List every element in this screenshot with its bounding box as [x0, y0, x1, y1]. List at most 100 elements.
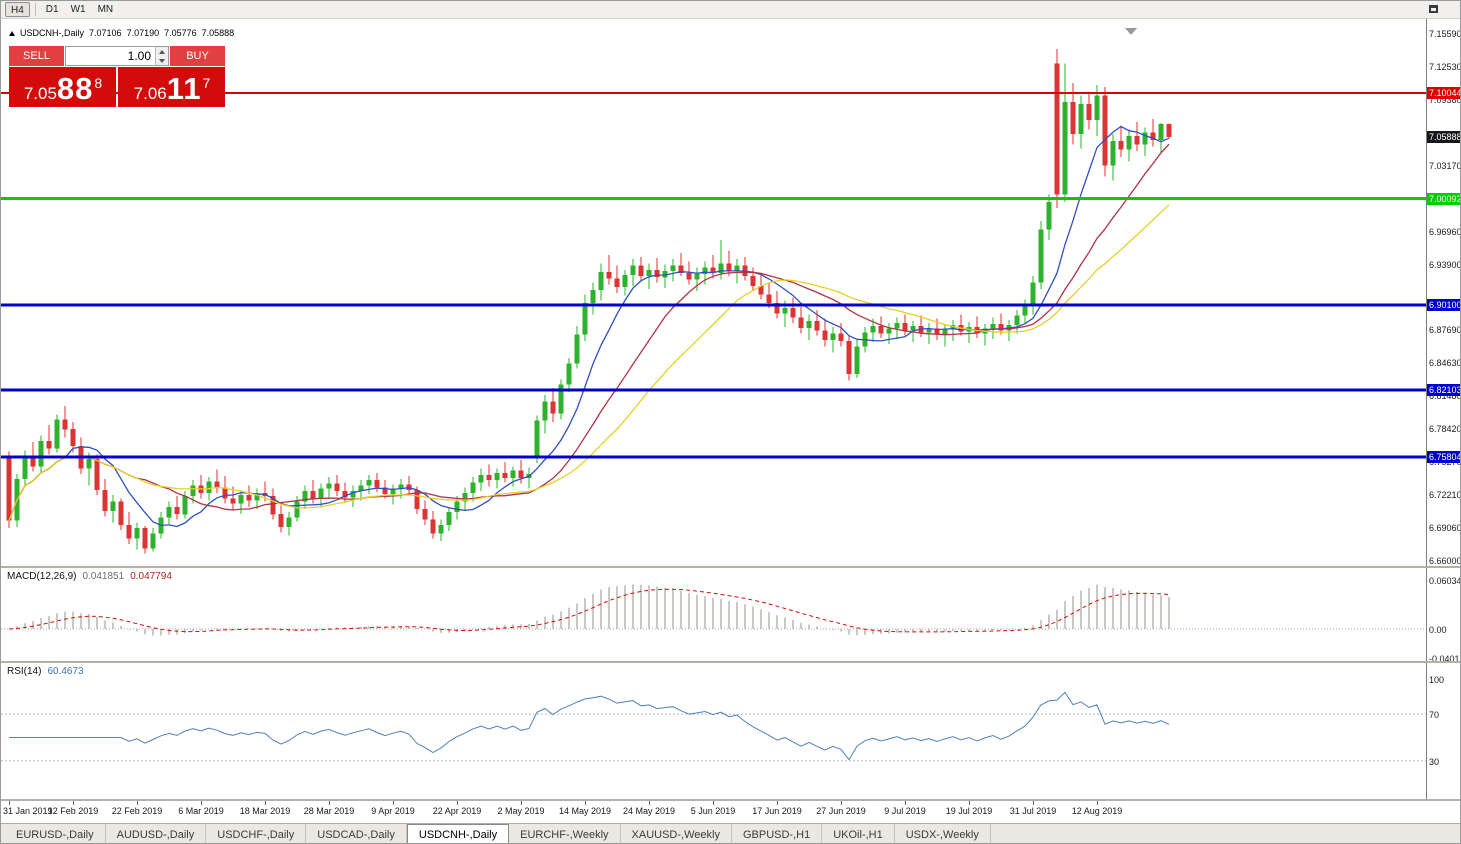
- macd-name: MACD(12,26,9): [7, 571, 77, 582]
- bid-point: 8: [94, 75, 103, 91]
- macd-axis-label: -0.040136: [1429, 654, 1460, 664]
- time-tick: [265, 801, 266, 805]
- timeframe-toolbar: H4 D1 W1 MN: [1, 1, 1460, 19]
- price-axis-label: 6.72210: [1429, 490, 1461, 500]
- bid-base: 7.05: [23, 84, 57, 103]
- macd-chart: [1, 584, 1426, 636]
- time-axis-label: 9 Apr 2019: [371, 806, 415, 816]
- time-tick: [777, 801, 778, 805]
- time-axis-label: 6 Mar 2019: [178, 806, 224, 816]
- tab-usdchf-daily[interactable]: USDCHF-,Daily: [206, 824, 307, 843]
- time-tick: [457, 801, 458, 805]
- tab-usdcad-daily[interactable]: USDCAD-,Daily: [306, 824, 407, 843]
- arrow-up-icon: [159, 49, 165, 54]
- time-tick: [713, 801, 714, 805]
- panel-separator[interactable]: [1, 566, 1460, 568]
- time-axis-label: 9 Jul 2019: [884, 806, 926, 816]
- time-tick: [969, 801, 970, 805]
- hline-price-badge: 7.10044: [1427, 87, 1461, 99]
- time-tick: [393, 801, 394, 805]
- bid-pips: 88: [56, 71, 94, 106]
- one-click-trading-panel: SELL 1.00 BUY 7.05 88 8 7.06 11 7: [9, 46, 225, 107]
- time-axis-label: 2 May 2019: [497, 806, 545, 816]
- tab-xauusd-weekly[interactable]: XAUUSD-,Weekly: [621, 824, 732, 843]
- macd-axis-label: 0.00: [1429, 625, 1447, 635]
- rsi-panel[interactable]: RSI(14) 60.4673: [1, 663, 1426, 799]
- time-axis-label: 31 Jan 2019: [3, 806, 53, 816]
- symbol-arrow-icon: [9, 30, 15, 36]
- price-axis-label: 6.69060: [1429, 523, 1461, 533]
- rsi-value: 60.4673: [47, 666, 84, 677]
- restore-window-icon[interactable]: [1429, 5, 1438, 13]
- price-axis-label: 6.78420: [1429, 424, 1461, 434]
- timeframe-button-H4[interactable]: H4: [5, 2, 30, 17]
- volume-field[interactable]: 1.00: [65, 46, 169, 66]
- tab-eurchf-weekly[interactable]: EURCHF-,Weekly: [509, 824, 621, 843]
- hline-price-badge: 6.90100: [1427, 299, 1461, 311]
- price-axis-label: 6.84630: [1429, 358, 1461, 368]
- time-axis-label: 28 Mar 2019: [303, 806, 355, 816]
- tab-gbpusd-h1[interactable]: GBPUSD-,H1: [732, 824, 823, 843]
- rsi-chart: [1, 691, 1426, 762]
- tab-audusd-daily[interactable]: AUDUSD-,Daily: [106, 824, 207, 843]
- time-tick: [73, 801, 74, 805]
- hline-price-badge: 6.82103: [1427, 384, 1461, 396]
- price-axis-label: 7.03170: [1429, 161, 1461, 171]
- price-axis-label: 7.12530: [1429, 62, 1461, 72]
- current-price-badge: 7.05888: [1427, 131, 1461, 143]
- time-tick: [9, 801, 10, 805]
- ohlc-high: 7.07190: [126, 28, 160, 38]
- time-tick: [1033, 801, 1034, 805]
- time-axis-label: 19 Jul 2019: [945, 806, 993, 816]
- price-axis-label: 6.66000: [1429, 556, 1461, 566]
- rsi-line: [9, 691, 1170, 761]
- time-axis-label: 12 Aug 2019: [1071, 806, 1123, 816]
- tab-eurusd-daily[interactable]: EURUSD-,Daily: [5, 824, 106, 843]
- tab-usdx-weekly[interactable]: USDX-,Weekly: [895, 824, 991, 843]
- macd-panel[interactable]: MACD(12,26,9) 0.041851 0.047794: [1, 568, 1426, 661]
- time-axis-label: 24 May 2019: [622, 806, 676, 816]
- volume-value: 1.00: [127, 49, 151, 63]
- macd-signal-value: 0.047794: [130, 571, 172, 582]
- time-tick: [137, 801, 138, 805]
- candlestick-chart: [1, 28, 1426, 554]
- hline-price-badge: 6.75804: [1427, 451, 1461, 463]
- panel-separator[interactable]: [1, 661, 1460, 663]
- time-axis-label: 22 Feb 2019: [111, 806, 163, 816]
- arrow-down-icon: [159, 58, 165, 63]
- ma-slow-line: [8, 204, 1170, 521]
- rsi-label: RSI(14) 60.4673: [7, 666, 84, 677]
- timeframe-button-W1[interactable]: W1: [70, 4, 86, 15]
- macd-label: MACD(12,26,9) 0.041851 0.047794: [7, 571, 172, 582]
- tab-ukoil-h1[interactable]: UKOil-,H1: [822, 824, 895, 843]
- timeframe-button-MN[interactable]: MN: [97, 4, 114, 15]
- hline-price-badge: 7.00092: [1427, 193, 1461, 205]
- volume-increase-button[interactable]: [156, 47, 168, 56]
- price-chart-panel[interactable]: USDCNH-,Daily 7.07106 7.07190 7.05776 7.…: [1, 19, 1426, 566]
- volume-decrease-button[interactable]: [156, 56, 168, 65]
- macd-signal-line: [8, 588, 1170, 633]
- toolbar-separator: [34, 3, 36, 16]
- buy-button[interactable]: BUY: [170, 46, 225, 66]
- panel-separator: [1, 799, 1460, 801]
- bid-price-display[interactable]: 7.05 88 8: [9, 67, 116, 107]
- tab-usdcnh-daily[interactable]: USDCNH-,Daily: [406, 824, 510, 843]
- ask-base: 7.06: [133, 84, 167, 103]
- time-tick: [649, 801, 650, 805]
- price-axis[interactable]: 7.15590 7.12530 7.09380 7.03170 6.96960 6.939…: [1426, 19, 1461, 799]
- time-axis[interactable]: 31 Jan 2019 12 Feb 2019 22 Feb 2019 6 Mar 2…: [1, 801, 1460, 823]
- sell-button[interactable]: SELL: [9, 46, 64, 66]
- symbol-label: USDCNH-,Daily: [20, 28, 85, 38]
- time-axis-label: 14 May 2019: [558, 806, 612, 816]
- time-axis-label: 17 Jun 2019: [752, 806, 802, 816]
- time-axis-label: 12 Feb 2019: [47, 806, 99, 816]
- ask-price-display[interactable]: 7.06 11 7: [118, 67, 225, 107]
- time-axis-label: 5 Jun 2019: [690, 806, 736, 816]
- timeframe-button-D1[interactable]: D1: [45, 4, 59, 15]
- price-axis-label: 7.15590: [1429, 29, 1461, 39]
- time-tick: [329, 801, 330, 805]
- time-tick: [1097, 801, 1098, 805]
- time-axis-label: 22 Apr 2019: [432, 806, 482, 816]
- macd-main-value: 0.041851: [82, 571, 125, 582]
